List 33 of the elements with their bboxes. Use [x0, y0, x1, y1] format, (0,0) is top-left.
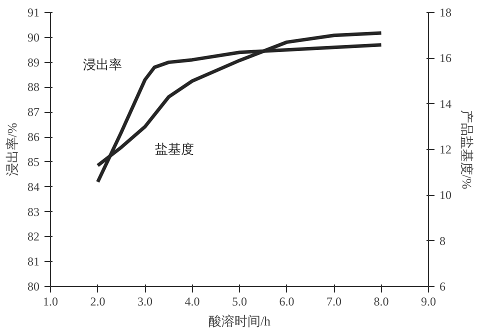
x-tick-label: 6.0 — [279, 294, 294, 308]
y-tick-label: 89 — [28, 55, 40, 70]
y-tick-label: 88 — [28, 80, 40, 94]
y2-tick-label: 8 — [440, 234, 446, 248]
x-axis-title: 酸溶时间/h — [208, 314, 272, 328]
y-tick-label: 80 — [28, 280, 40, 294]
y2-tick-label: 16 — [440, 51, 452, 66]
series-label: 浸出率 — [83, 56, 122, 72]
series-label: 盐基度 — [155, 142, 194, 157]
x-tick-label: 2.0 — [90, 294, 106, 308]
y-tick-label: 81 — [28, 254, 40, 269]
y2-tick-label: 10 — [440, 188, 452, 202]
y-tick-label: 84 — [28, 180, 40, 194]
x-tick-label: 7.0 — [326, 294, 342, 308]
y2-tick-label: 18 — [440, 6, 452, 20]
y-tick-label: 86 — [28, 130, 40, 144]
x-tick-label: 3.0 — [138, 294, 152, 308]
y-tick-label: 83 — [28, 204, 40, 219]
y-tick-label: 82 — [28, 230, 40, 244]
y2-tick-label: 6 — [440, 280, 446, 294]
y-tick-label: 87 — [28, 105, 40, 120]
y2-tick-label: 14 — [440, 96, 452, 111]
x-tick-label: 1.0 — [43, 294, 58, 308]
y2-axis-title: 产品盐基度/% — [460, 110, 474, 190]
x-tick-label: 9.0 — [421, 294, 436, 308]
y-tick-label: 90 — [28, 30, 40, 44]
y-tick-label: 85 — [28, 154, 40, 169]
y-axis-title: 浸出率/% — [4, 122, 20, 176]
y-tick-label: 91 — [28, 6, 40, 20]
y2-tick-label: 12 — [440, 142, 452, 156]
x-tick-label: 5.0 — [232, 294, 247, 308]
x-tick-label: 4.0 — [184, 294, 200, 308]
x-tick-label: 8.0 — [374, 294, 389, 308]
